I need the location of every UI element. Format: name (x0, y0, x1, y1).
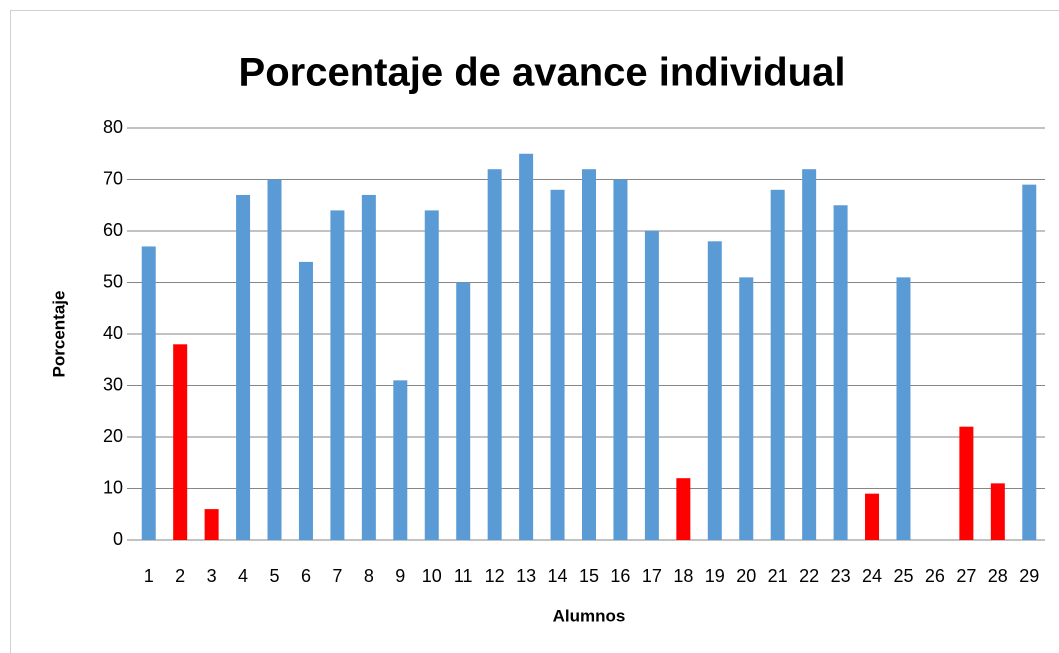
bar (644, 231, 659, 540)
x-tick-label: 9 (395, 566, 405, 586)
bar (393, 380, 408, 540)
x-tick-label: 7 (332, 566, 342, 586)
chart-title: Porcentaje de avance individual (239, 51, 846, 95)
y-tick-label: 0 (113, 529, 123, 549)
bar (550, 189, 565, 541)
bar (739, 277, 754, 540)
bar (361, 194, 376, 540)
bar (1022, 184, 1037, 540)
x-tick-label: 28 (988, 566, 1008, 586)
x-axis-label: Alumnos (553, 606, 626, 625)
y-tick-label: 70 (103, 168, 123, 188)
x-tick-label: 11 (454, 566, 473, 586)
bar (330, 210, 345, 540)
bar (896, 277, 911, 540)
x-tick-label: 1 (144, 566, 154, 586)
bar (519, 153, 534, 540)
x-tick-label: 29 (1019, 566, 1039, 586)
x-tick-label: 20 (736, 566, 756, 586)
bar (802, 169, 817, 540)
x-tick-label: 21 (768, 566, 788, 586)
x-tick-label: 26 (925, 566, 945, 586)
x-tick-label: 23 (831, 566, 851, 586)
bar (676, 478, 691, 540)
bar (141, 246, 156, 540)
bar (173, 344, 188, 540)
x-tick-label: 15 (579, 566, 599, 586)
y-tick-label: 20 (103, 426, 123, 446)
bar (204, 509, 219, 540)
bar (990, 483, 1005, 540)
y-tick-label: 50 (103, 271, 123, 291)
bar (267, 179, 282, 540)
x-tick-label: 6 (301, 566, 311, 586)
bar (298, 261, 313, 540)
bar (959, 426, 974, 540)
bar (582, 169, 596, 540)
bar (424, 210, 439, 540)
bar (236, 194, 251, 540)
bar (613, 179, 628, 540)
x-tick-label: 4 (238, 566, 248, 586)
bar (707, 241, 722, 541)
x-tick-label: 24 (862, 566, 882, 586)
bar (456, 282, 471, 540)
y-tick-label: 30 (103, 374, 123, 394)
x-tick-label: 18 (673, 566, 693, 586)
x-tick-label: 14 (548, 566, 568, 586)
y-tick-label: 40 (103, 323, 123, 343)
x-tick-label: 13 (516, 566, 536, 586)
x-tick-label: 19 (705, 566, 725, 586)
y-tick-label: 80 (103, 117, 123, 137)
y-axis-label: Porcentaje (49, 291, 68, 378)
x-tick-label: 17 (642, 566, 662, 586)
x-tick-label: 16 (610, 566, 630, 586)
x-tick-label: 25 (893, 566, 913, 586)
x-tick-label: 2 (175, 566, 185, 586)
x-tick-label: 10 (422, 566, 442, 586)
x-tick-label: 27 (956, 566, 976, 586)
bar (487, 169, 502, 540)
bar (865, 493, 880, 540)
x-tick-label: 12 (485, 566, 505, 586)
bar (770, 189, 785, 541)
x-tick-label: 8 (364, 566, 374, 586)
x-tick-label: 3 (207, 566, 217, 586)
bar (833, 205, 848, 540)
x-tick-label: 22 (799, 566, 819, 586)
y-tick-label: 60 (103, 220, 123, 240)
x-tick-label: 5 (270, 566, 280, 586)
y-tick-label: 10 (103, 477, 123, 497)
chart-frame (10, 10, 1059, 653)
